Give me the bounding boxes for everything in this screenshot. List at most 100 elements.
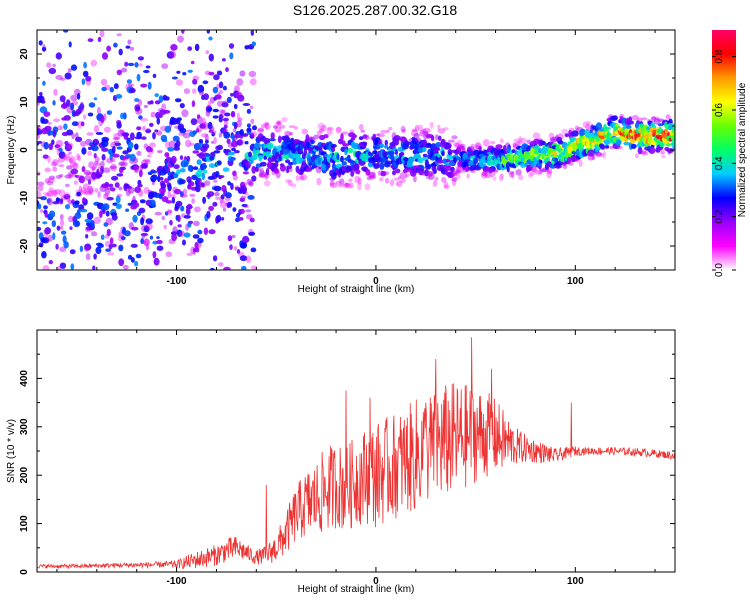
spectrogram-cell (400, 125, 406, 133)
spectrogram-cell (101, 52, 109, 60)
spectrogram-cell (317, 122, 326, 131)
spectrogram-cell (175, 200, 183, 207)
spectrogram-cell (228, 156, 236, 161)
spectrogram-cell (80, 121, 85, 127)
spectrogram-cell (208, 36, 213, 41)
spectrogram-cell (155, 130, 163, 136)
spectrogram-cell (278, 153, 282, 162)
spectrogram-cell (116, 69, 123, 76)
spectrogram-cell (181, 30, 185, 34)
colorbar-label: Normalized spectral amplitude (737, 82, 748, 217)
spectrogram-cell (233, 103, 238, 110)
spectrogram-cell (250, 247, 257, 253)
spectrogram-cell (106, 45, 111, 52)
spectrogram-cell (518, 174, 524, 181)
spectrogram-cell (657, 123, 664, 127)
spectrogram-cell (586, 121, 591, 126)
spectrogram-cell (451, 135, 458, 140)
spectrogram-cell (188, 142, 195, 146)
spectrogram-cell (78, 175, 86, 184)
spectrogram-cell (157, 175, 161, 183)
spectrogram-cell (62, 155, 68, 160)
spectrogram-cell (150, 111, 156, 118)
spectrogram-cell (179, 155, 184, 161)
spectrogram-cell (192, 247, 196, 255)
spectrogram-cell (451, 177, 458, 182)
spectrogram-cell (615, 123, 619, 127)
spectrogram-cell (628, 116, 633, 122)
spectrogram-cell (186, 203, 193, 209)
spectrogram-cell (226, 96, 232, 103)
spectrogram-cell (259, 161, 267, 167)
spectrogram-cell (335, 180, 342, 185)
spectrogram-cell (579, 128, 587, 137)
spectrogram-cell (154, 211, 162, 216)
spectrogram-cell (223, 124, 228, 129)
spectrogram-cell (137, 184, 143, 188)
spectrogram-cell (192, 75, 200, 81)
spectrogram-cell (37, 181, 45, 186)
spectrogram-cell (446, 158, 451, 163)
spectrogram-cell (308, 136, 314, 141)
spectrogram-cell (249, 217, 255, 223)
spectrogram-cell (222, 85, 227, 91)
spectrogram-cell (101, 136, 109, 143)
spectrogram-cell (47, 155, 51, 164)
spectrogram-cell (611, 115, 619, 121)
spectrogram-cell (591, 154, 596, 161)
spectrogram-cell (454, 143, 460, 147)
spectrogram-cell (37, 203, 42, 210)
spectrogram-cell (246, 123, 251, 128)
spectrogram-cell (444, 162, 451, 166)
spectrogram-cell (249, 78, 257, 86)
spectrogram-cell (174, 98, 182, 103)
spectrogram-cell (183, 215, 191, 219)
spectrogram-cell (63, 241, 69, 249)
spectrogram-cell (85, 253, 91, 261)
spectrogram-cell (132, 214, 138, 223)
spectrogram-cell (203, 169, 208, 174)
spectrogram-cell (273, 162, 279, 168)
spectrogram-cell (236, 78, 244, 86)
spectrogram-cell (214, 192, 220, 197)
spectrogram-cell (172, 226, 178, 235)
spectrogram-cell (238, 217, 244, 221)
spectrogram-cell (170, 44, 178, 51)
spectrogram-cell (341, 131, 349, 135)
spectrogram-cell (83, 169, 91, 176)
spectrogram-cell (229, 244, 233, 251)
spectrogram-cell (63, 153, 71, 161)
spectrogram-cell (250, 30, 254, 36)
spectrogram-cell (47, 234, 54, 242)
spectrogram-cell (277, 135, 282, 144)
spectrogram-cell (116, 122, 122, 129)
spectrogram-cell (68, 156, 76, 164)
spectrogram-cell (239, 255, 248, 262)
snr-x-ticks: -100 0 100 (56, 330, 656, 587)
spectrogram-cell (225, 192, 232, 199)
spectrogram-cell (56, 266, 61, 270)
spectrogram-cell (661, 155, 666, 159)
spectrogram-cell (602, 151, 607, 159)
spectrogram-cell (326, 126, 334, 131)
spectrogram-cell (183, 88, 191, 94)
spectrogram-cell (192, 78, 198, 85)
spectrogram-cell (53, 188, 61, 195)
spectrogram-cell (502, 144, 507, 153)
spectrogram-cell (46, 180, 54, 186)
spectrogram-cell (358, 136, 364, 141)
spectrogram-cell (380, 170, 387, 177)
spectrogram-cell (143, 238, 151, 246)
spectrogram-cell (341, 161, 347, 166)
spectrogram-cell (230, 140, 238, 148)
spectrogram-cell (500, 138, 504, 143)
spectrogram-cell (379, 162, 385, 170)
colorbar-ticks: 0.0 0.2 0.4 0.6 0.8 (712, 49, 736, 277)
spectrogram-cell (242, 235, 250, 244)
spectrogram-cell (93, 97, 98, 101)
spectrogram-cell (360, 129, 366, 133)
spectrogram-cell (665, 143, 672, 147)
spectrogram-cell (434, 176, 439, 181)
spectrogram-cell (100, 234, 105, 240)
spectrogram-cell (212, 108, 219, 113)
